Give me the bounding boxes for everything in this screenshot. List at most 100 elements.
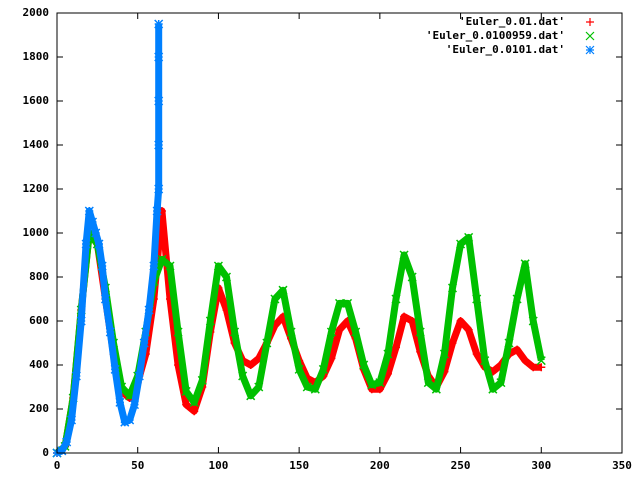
point	[335, 325, 344, 334]
x-tick-label: 200	[370, 459, 390, 472]
point	[129, 400, 140, 410]
point	[351, 327, 361, 337]
point	[213, 261, 223, 271]
point	[400, 312, 409, 321]
point	[537, 363, 546, 372]
point	[334, 298, 345, 308]
y-tick-label: 1800	[23, 50, 50, 63]
y-tick-label: 600	[29, 314, 49, 327]
x-tick-label: 50	[131, 459, 144, 472]
point	[154, 96, 164, 106]
point	[270, 294, 280, 304]
point	[115, 397, 125, 407]
point	[87, 217, 98, 227]
point	[230, 327, 240, 337]
point	[84, 206, 94, 216]
y-tick-label: 1600	[23, 94, 50, 107]
point	[100, 294, 110, 304]
point	[71, 371, 81, 381]
point	[66, 415, 77, 425]
point	[512, 294, 522, 304]
point	[105, 327, 115, 337]
point	[383, 349, 393, 359]
legend-marker	[585, 45, 595, 55]
point	[528, 316, 538, 326]
x-tick-label: 0	[54, 459, 61, 472]
point	[480, 356, 490, 366]
point	[97, 261, 107, 271]
point	[408, 317, 417, 325]
point	[144, 305, 154, 315]
point	[154, 184, 164, 194]
point	[456, 239, 466, 249]
series	[52, 19, 164, 458]
point	[157, 254, 167, 264]
point	[464, 325, 473, 334]
point	[448, 339, 457, 347]
y-tick-label: 2000	[23, 6, 50, 19]
point	[262, 338, 272, 348]
point	[391, 294, 401, 304]
point	[504, 338, 514, 348]
point	[182, 400, 191, 409]
point	[375, 378, 385, 388]
point	[496, 378, 506, 388]
point	[294, 364, 304, 374]
point	[415, 327, 425, 337]
point	[57, 446, 67, 456]
point	[529, 363, 538, 372]
x-tick-label: 250	[451, 459, 471, 472]
point	[520, 259, 530, 269]
point	[254, 382, 264, 392]
y-tick-label: 1000	[23, 226, 50, 239]
point	[246, 391, 256, 401]
point	[62, 437, 72, 447]
x-tick-label: 350	[612, 459, 632, 472]
point	[423, 378, 433, 388]
point	[513, 345, 522, 354]
point	[456, 317, 465, 325]
point	[246, 361, 255, 369]
point	[197, 375, 207, 385]
point	[439, 349, 449, 359]
legend-label: 'Euler_0.0101.dat'	[446, 43, 565, 56]
point	[81, 239, 91, 249]
x-tick-label: 300	[531, 459, 551, 472]
point	[302, 382, 312, 392]
y-tick-label: 400	[29, 358, 49, 371]
point	[139, 338, 149, 348]
point	[154, 52, 164, 62]
series-band	[55, 24, 163, 457]
point	[181, 386, 191, 396]
point	[472, 350, 481, 358]
point	[110, 364, 120, 374]
point	[367, 380, 377, 390]
point	[152, 206, 162, 216]
point	[447, 283, 458, 293]
point	[94, 239, 104, 249]
y-tick-label: 1200	[23, 182, 50, 195]
legend-marker	[586, 18, 594, 26]
point	[190, 407, 199, 416]
point	[189, 397, 199, 407]
plot-frame	[56, 12, 623, 454]
point	[310, 384, 320, 394]
point	[120, 417, 130, 427]
point	[173, 327, 183, 337]
point	[149, 261, 159, 271]
y-tick-label: 0	[42, 446, 49, 459]
legend-label: 'Euler_0.0100959.dat'	[426, 29, 565, 42]
point	[134, 371, 144, 381]
point	[521, 356, 530, 365]
point	[343, 298, 353, 308]
point	[91, 228, 101, 238]
point	[154, 19, 164, 29]
point	[154, 140, 164, 150]
point	[375, 385, 384, 394]
point	[318, 364, 328, 374]
point	[238, 371, 248, 381]
x-tick-label: 150	[289, 459, 309, 472]
legend-marker	[585, 31, 595, 41]
point	[165, 261, 175, 271]
